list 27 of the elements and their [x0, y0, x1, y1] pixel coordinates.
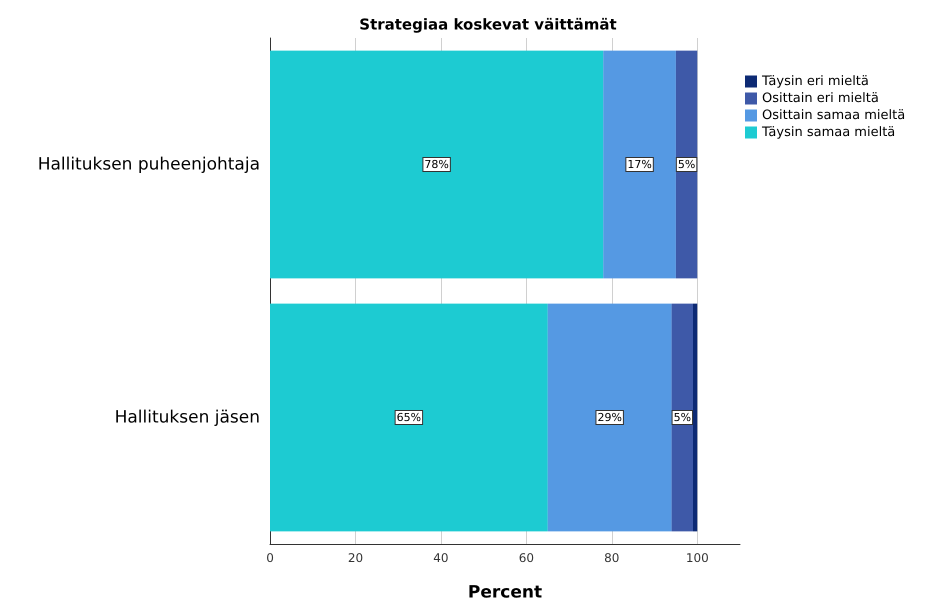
legend-label: Täysin samaa mieltä: [761, 125, 896, 140]
x-tick-label: 80: [604, 551, 620, 565]
data-label: 78%: [424, 158, 449, 171]
bar: [270, 50, 604, 278]
x-tick-label: 60: [518, 551, 534, 565]
x-tick-label: 20: [348, 551, 364, 565]
y-tick-label: Hallituksen jäsen: [114, 408, 260, 428]
bar: [603, 50, 676, 278]
bar: [676, 50, 698, 278]
data-label: 17%: [627, 158, 652, 171]
x-axis-title: Percent: [468, 582, 542, 602]
bar: [672, 304, 693, 532]
bar: [548, 304, 672, 532]
x-tick-label: 0: [266, 551, 274, 565]
x-tick-label: 40: [433, 551, 449, 565]
data-label: 29%: [597, 411, 622, 424]
legend-label: Täysin eri mieltä: [761, 74, 869, 89]
bar: [693, 304, 698, 532]
legend-label: Osittain eri mieltä: [762, 91, 879, 106]
chart-title: Strategiaa koskevat väittämät: [359, 16, 617, 34]
y-tick-label: Hallituksen puheenjohtaja: [38, 154, 260, 174]
data-label: 5%: [674, 411, 692, 424]
bar: [270, 304, 548, 532]
data-label: 5%: [678, 158, 696, 171]
legend-label: Osittain samaa mieltä: [762, 108, 906, 123]
data-label: 65%: [396, 411, 422, 424]
x-tick-label: 100: [686, 551, 709, 565]
